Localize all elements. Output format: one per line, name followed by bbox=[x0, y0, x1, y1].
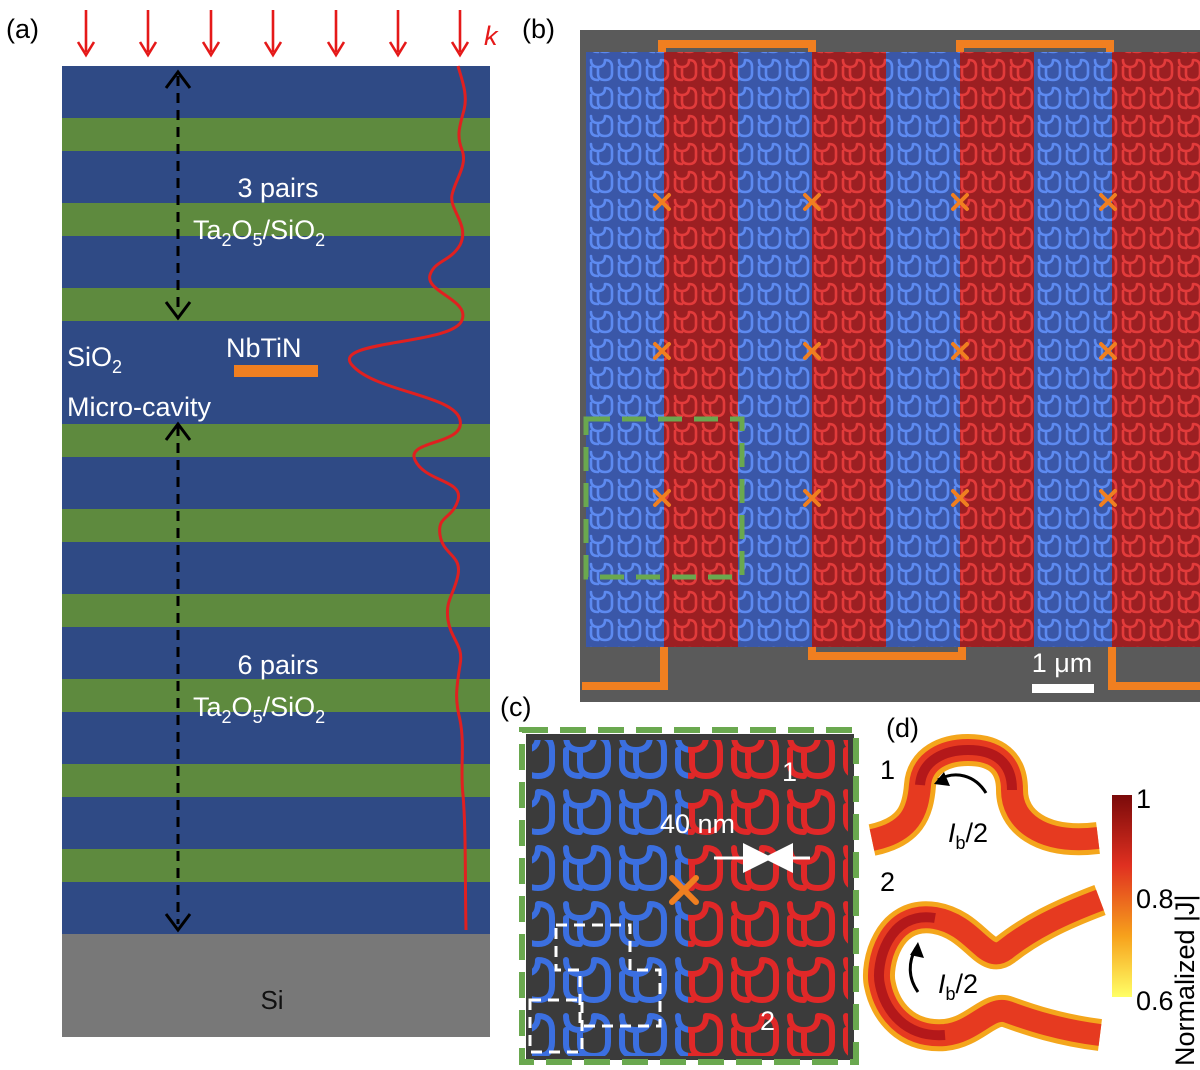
bottom-pad bbox=[582, 645, 668, 690]
bottom-mirror-material: Ta2O5/SiO2 bbox=[193, 692, 325, 727]
red-meander-stripe bbox=[812, 52, 886, 647]
junction-cross-zoom bbox=[669, 875, 699, 905]
curve-2-hotspot bbox=[874, 912, 946, 1041]
curve-2-label: 2 bbox=[880, 867, 895, 897]
contact-pads bbox=[582, 40, 1200, 690]
junction-cross bbox=[803, 489, 821, 507]
junction-cross bbox=[951, 342, 969, 360]
incident-arrow bbox=[450, 10, 470, 58]
ta2o5-layer bbox=[62, 203, 490, 236]
colorbar-tick: 0.6 bbox=[1136, 986, 1174, 1016]
wave-vector-label: k bbox=[484, 21, 499, 51]
width-label: 40 nm bbox=[660, 809, 735, 839]
junction-cross bbox=[1099, 342, 1117, 360]
curve-2-box bbox=[528, 998, 584, 1054]
region-2-label: 2 bbox=[760, 1006, 775, 1036]
junction-cross bbox=[803, 342, 821, 360]
nbtin-nanowire bbox=[234, 365, 318, 377]
ta2o5-layer bbox=[62, 288, 490, 321]
junction-cross bbox=[653, 193, 671, 211]
junction-cross bbox=[1099, 193, 1117, 211]
panel-b-label: (b) bbox=[522, 14, 555, 44]
current-arrow-2-head bbox=[910, 942, 924, 958]
junction-cross bbox=[1099, 489, 1117, 507]
panel-a: (a) k Si bbox=[6, 10, 499, 1037]
scale-bar-label: 1 μm bbox=[1032, 648, 1093, 678]
ta2o5-layer bbox=[62, 764, 490, 797]
ta2o5-layer bbox=[62, 424, 490, 457]
blue-meander-zoom bbox=[532, 740, 688, 1056]
colorbar-tick: 0.8 bbox=[1136, 884, 1174, 914]
colorbar-label: Normalized |J| bbox=[1170, 894, 1200, 1066]
top-mirror-span-arrow bbox=[164, 69, 192, 321]
colorbar-tick: 1 bbox=[1136, 784, 1151, 814]
cavity-label: Micro-cavity bbox=[67, 392, 212, 422]
nanowire-label: NbTiN bbox=[226, 333, 302, 363]
incident-arrow bbox=[326, 10, 346, 58]
blue-meander-stripe bbox=[738, 52, 812, 647]
incident-arrow bbox=[263, 10, 283, 58]
top-pad bbox=[956, 40, 1114, 56]
colorbar bbox=[1112, 795, 1132, 997]
junction-cross bbox=[951, 489, 969, 507]
curve-1-hotspot bbox=[915, 744, 1017, 791]
junction-cross bbox=[803, 193, 821, 211]
optical-field-curve bbox=[347, 65, 468, 931]
red-meander-stripe bbox=[664, 52, 738, 647]
ta2o5-layer bbox=[62, 118, 490, 151]
ta2o5-layer bbox=[62, 679, 490, 712]
curve-1-label: 1 bbox=[880, 755, 895, 785]
incident-arrow bbox=[201, 10, 221, 58]
panel-a-label: (a) bbox=[6, 14, 39, 44]
bottom-mirror-pairs: 6 pairs bbox=[237, 650, 318, 680]
panel-c-label: (c) bbox=[500, 692, 531, 722]
incident-arrow bbox=[138, 10, 158, 58]
ta2o5-layer bbox=[62, 594, 490, 627]
blue-meander-stripe bbox=[1034, 52, 1112, 647]
current-arrow-1-head bbox=[934, 772, 950, 786]
bottom-mirror-span-arrow bbox=[164, 421, 192, 933]
region-1-label: 1 bbox=[782, 757, 797, 787]
red-meander-stripe bbox=[1112, 52, 1200, 647]
panel-d: (d) 1 2 Ib/2 Ib/2 1 0.8 0.6 Normalized |… bbox=[863, 713, 1200, 1066]
red-meander-stripe bbox=[960, 52, 1034, 647]
panel-b: (b) bbox=[522, 14, 1200, 702]
selected-curve-boxes bbox=[528, 923, 662, 1054]
ta2o5-layers bbox=[62, 118, 490, 882]
cavity-material-label: SiO2 bbox=[67, 342, 122, 377]
panel-c: (c) 40 nm 1 2 bbox=[500, 692, 859, 1065]
top-mirror-material: Ta2O5/SiO2 bbox=[193, 215, 325, 250]
junction-cross bbox=[951, 193, 969, 211]
zoom-region-box bbox=[583, 416, 745, 580]
junction-cross bbox=[653, 342, 671, 360]
blue-meander-stripe bbox=[586, 52, 664, 647]
top-mirror-pairs: 3 pairs bbox=[237, 173, 318, 203]
zoom-frame bbox=[519, 727, 859, 1065]
junction-cross bbox=[653, 489, 671, 507]
red-meander-zoom bbox=[688, 740, 848, 1056]
substrate-label: Si bbox=[260, 985, 283, 1015]
curve-1-box bbox=[554, 923, 662, 1028]
bottom-pad bbox=[808, 640, 966, 660]
ta2o5-layer bbox=[62, 849, 490, 882]
junction-markers bbox=[653, 193, 1117, 507]
blue-meander-stripe bbox=[886, 52, 960, 647]
current-label-1: Ib/2 bbox=[948, 818, 988, 853]
ta2o5-layer bbox=[62, 509, 490, 542]
bottom-pad bbox=[1108, 645, 1200, 690]
incident-arrow bbox=[76, 10, 96, 58]
incident-arrow bbox=[388, 10, 408, 58]
scale-bar bbox=[1032, 684, 1094, 693]
panel-d-label: (d) bbox=[886, 713, 919, 743]
incident-arrows bbox=[76, 10, 470, 58]
si-substrate bbox=[62, 934, 490, 1037]
top-pad bbox=[658, 40, 816, 56]
current-label-2: Ib/2 bbox=[938, 969, 978, 1004]
